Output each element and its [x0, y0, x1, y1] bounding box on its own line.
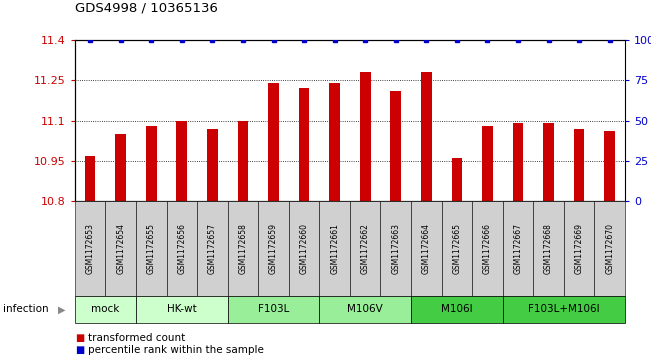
Bar [391, 91, 401, 201]
Text: ■: ■ [75, 333, 84, 343]
Text: percentile rank within the sample: percentile rank within the sample [88, 345, 264, 355]
Bar [238, 121, 248, 201]
Bar [543, 123, 554, 201]
Text: GSM1172663: GSM1172663 [391, 223, 400, 274]
Text: GSM1172670: GSM1172670 [605, 223, 614, 274]
Text: GSM1172656: GSM1172656 [177, 223, 186, 274]
Text: GSM1172655: GSM1172655 [146, 223, 156, 274]
Bar [604, 131, 615, 201]
Bar [329, 83, 340, 201]
Text: GSM1172657: GSM1172657 [208, 223, 217, 274]
Text: GSM1172653: GSM1172653 [86, 223, 94, 274]
Text: infection: infection [3, 305, 49, 314]
Bar [452, 158, 462, 201]
Text: F103L+M106I: F103L+M106I [528, 305, 600, 314]
Bar [512, 123, 523, 201]
Text: M106I: M106I [441, 305, 473, 314]
Text: transformed count: transformed count [88, 333, 185, 343]
Text: HK-wt: HK-wt [167, 305, 197, 314]
Text: mock: mock [91, 305, 120, 314]
Text: ▶: ▶ [57, 305, 65, 314]
Text: GSM1172669: GSM1172669 [575, 223, 583, 274]
Text: GSM1172661: GSM1172661 [330, 223, 339, 274]
Text: GSM1172658: GSM1172658 [238, 223, 247, 274]
Text: F103L: F103L [258, 305, 289, 314]
Bar [360, 72, 370, 201]
Text: GSM1172666: GSM1172666 [483, 223, 492, 274]
Text: GDS4998 / 10365136: GDS4998 / 10365136 [75, 1, 217, 15]
Bar [299, 89, 309, 201]
Bar [482, 126, 493, 201]
Text: GSM1172659: GSM1172659 [269, 223, 278, 274]
Text: GSM1172662: GSM1172662 [361, 223, 370, 274]
Text: M106V: M106V [348, 305, 383, 314]
Text: GSM1172668: GSM1172668 [544, 223, 553, 274]
Bar [176, 121, 187, 201]
Text: ■: ■ [75, 345, 84, 355]
Bar [207, 129, 217, 201]
Text: GSM1172660: GSM1172660 [299, 223, 309, 274]
Bar [85, 156, 96, 201]
Text: GSM1172665: GSM1172665 [452, 223, 462, 274]
Text: GSM1172654: GSM1172654 [117, 223, 125, 274]
Text: GSM1172667: GSM1172667 [514, 223, 523, 274]
Bar [268, 83, 279, 201]
Text: GSM1172664: GSM1172664 [422, 223, 431, 274]
Bar [115, 134, 126, 201]
Bar [574, 129, 585, 201]
Bar [421, 72, 432, 201]
Bar [146, 126, 157, 201]
